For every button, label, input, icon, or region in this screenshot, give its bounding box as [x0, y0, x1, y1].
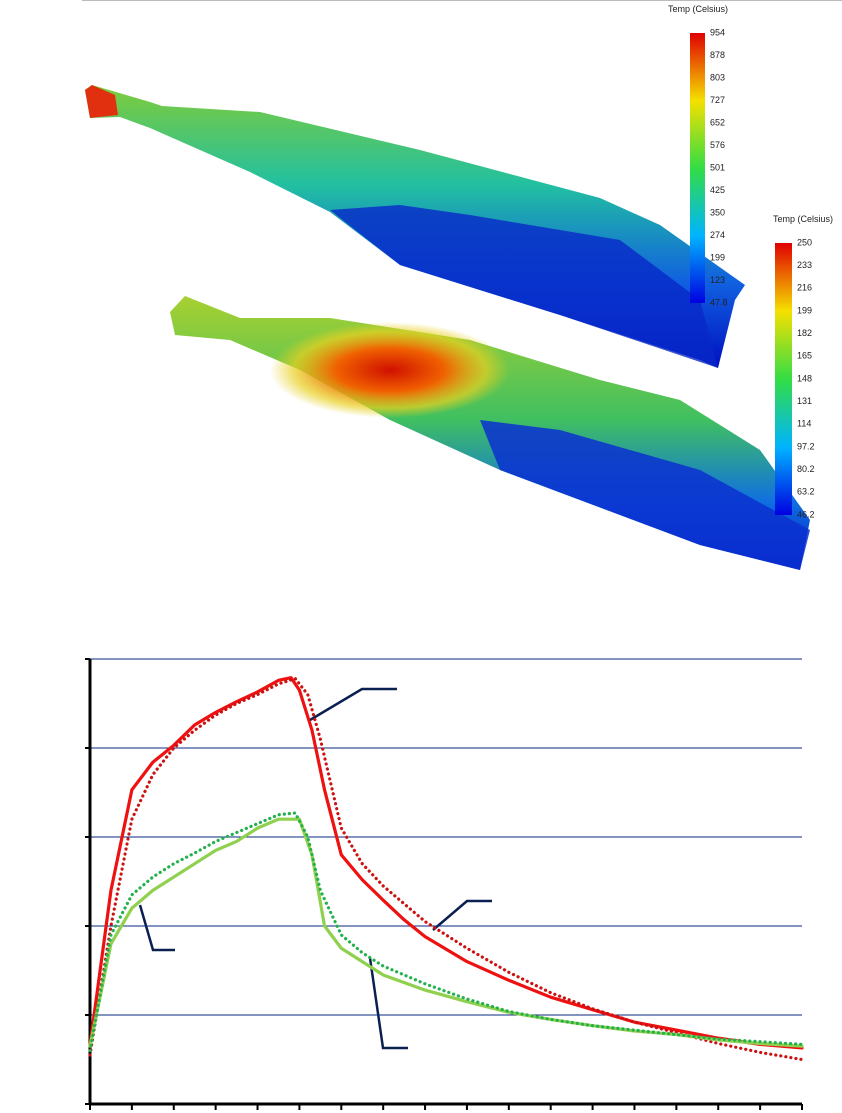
- colorbar-label: 199: [710, 252, 725, 262]
- colorbar-label: 233: [797, 260, 812, 270]
- colorbar-label: 114: [797, 419, 811, 429]
- colorbar-label: 46.2: [797, 509, 815, 519]
- chart: [85, 658, 804, 1110]
- colorbar: Temp (Celsius): [668, 4, 728, 303]
- colorbar-label: 123: [710, 275, 725, 285]
- colorbar-label: 954: [710, 27, 725, 37]
- colorbar-scale: [690, 33, 705, 303]
- render-bottom: [170, 296, 810, 570]
- colorbar-label: 216: [797, 283, 812, 293]
- colorbar-label: 878: [710, 50, 725, 60]
- colorbar-label: 274: [710, 230, 725, 240]
- colorbar: Temp (Celsius): [773, 214, 833, 515]
- colorbar-label: 501: [710, 162, 725, 172]
- colorbar-label: 148: [797, 373, 812, 383]
- colorbar-label: 165: [797, 351, 812, 361]
- colorbar-label: 47.8: [710, 297, 728, 307]
- render-top: [85, 85, 745, 368]
- colorbar-label: 199: [797, 305, 812, 315]
- colorbar-label: 250: [797, 237, 812, 247]
- callout-lines: [138, 687, 492, 1050]
- colorbar-label: 63.2: [797, 487, 815, 497]
- series-line: [88, 811, 804, 1053]
- colorbar-title: Temp (Celsius): [773, 214, 833, 224]
- colorbar-label: 727: [710, 95, 725, 105]
- series-line: [88, 676, 804, 1062]
- colorbar-label: 350: [710, 207, 725, 217]
- colorbar-label: 576: [710, 140, 725, 150]
- colorbar-title: Temp (Celsius): [668, 4, 728, 14]
- colorbar-label: 182: [797, 328, 812, 338]
- colorbar-label: 131: [797, 396, 812, 406]
- colorbar-label: 97.2: [797, 441, 815, 451]
- colorbar-label: 652: [710, 117, 725, 127]
- colorbar-label: 425: [710, 185, 725, 195]
- colorbar-label: 803: [710, 72, 725, 82]
- colorbar-label: 80.2: [797, 464, 815, 474]
- colorbar-scale: [775, 243, 792, 515]
